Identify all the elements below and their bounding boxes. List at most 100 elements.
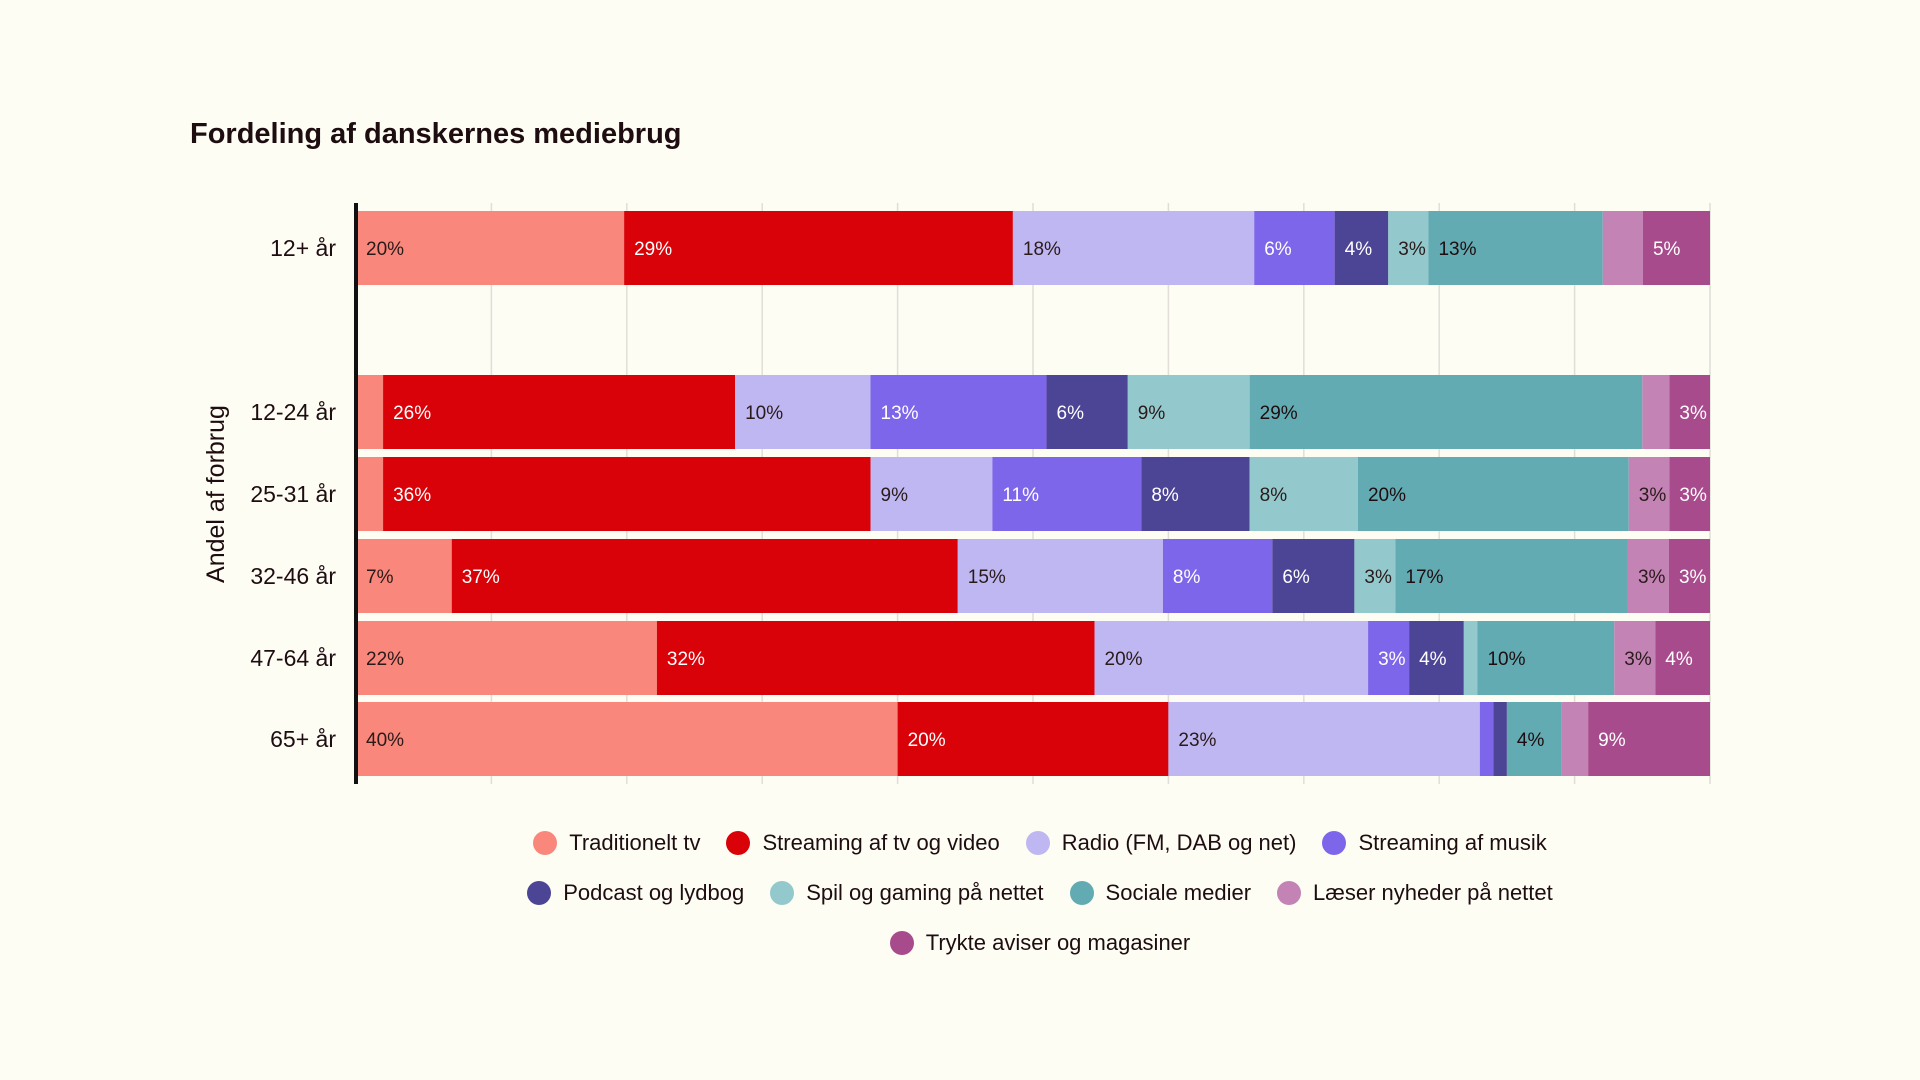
bar-segment [356,621,657,695]
data-label: 8% [1260,485,1288,506]
data-label: 3% [1638,567,1666,588]
bar-segment [383,375,736,449]
bar-segment [1506,702,1562,776]
bar-segment [1628,457,1670,531]
data-label: 9% [1598,730,1626,751]
bar-segment [1272,539,1355,613]
bar-segment [870,375,1047,449]
data-label: 18% [1023,239,1061,260]
legend-label: Traditionelt tv [569,830,701,855]
data-label: 9% [881,485,909,506]
data-label: 23% [1178,730,1216,751]
legend-item: Podcast og lydbog [527,880,744,906]
data-label: 3% [1624,649,1652,670]
bar-segment [1094,621,1369,695]
bar-segment [1668,539,1710,613]
bar-segment [356,702,898,776]
bar-segment [1428,211,1603,285]
chart-legend: Traditionelt tv Streaming af tv og video R… [300,830,1780,956]
bar-segment [356,539,452,613]
bar-segment [1493,702,1507,776]
data-label: 3% [1398,239,1426,260]
bar-segment [1588,702,1710,776]
bar-segment [870,457,993,531]
data-label: 13% [881,403,919,424]
bar-segment [356,457,384,531]
bar-segment [1046,375,1128,449]
category-label: 65+ år [270,726,336,752]
data-label: 11% [1002,485,1039,506]
bar-segment [1127,375,1250,449]
bar-segment [1162,539,1273,613]
bar-segment [1368,621,1410,695]
bar-segment [957,539,1163,613]
legend-item: Sociale medier [1069,880,1252,906]
bar-segment [1254,211,1335,285]
data-label: 3% [1679,567,1707,588]
bar-segment [897,702,1169,776]
data-label: 10% [745,403,783,424]
legend-label: Streaming af musik [1358,830,1547,855]
legend-swatch [527,881,552,905]
legend-label: Radio (FM, DAB og net) [1061,830,1297,855]
bar-segment [1357,457,1629,531]
category-label: 25-31 år [250,481,336,507]
data-label: 6% [1282,567,1310,588]
data-label: 15% [968,567,1006,588]
legend-item: Streaming af tv og video [726,830,1000,856]
data-label: 5% [1653,239,1681,260]
data-label: 6% [1264,239,1292,260]
category-label: 12-24 år [250,399,336,425]
data-label: 36% [393,485,431,506]
data-label: 3% [1639,485,1667,506]
bar-segment [1141,457,1250,531]
bar-segment [1669,375,1710,449]
data-label: 13% [1438,239,1476,260]
data-label: 3% [1679,485,1707,506]
legend-swatch [533,831,558,855]
data-label: 9% [1138,403,1166,424]
legend-label: Podcast og lydbog [563,880,745,905]
bar-segment [383,457,871,531]
chart-title: Fordeling af danskernes mediebrug [190,118,682,150]
data-label: 4% [1665,649,1693,670]
legend-label: Trykte aviser og magasiner [925,930,1191,955]
legend-label: Spil og gaming på nettet [806,880,1044,905]
legend-swatch [1069,881,1094,905]
bar-segment [1334,211,1389,285]
category-label: 12+ år [270,235,336,261]
legend-item: Trykte aviser og magasiner [889,930,1191,956]
category-label: 47-64 år [250,645,336,671]
data-label: 26% [393,403,431,424]
bar-segment [1409,621,1464,695]
data-label: 3% [1364,567,1392,588]
data-label: 40% [366,730,404,751]
bar-segment [1655,621,1710,695]
legend-item: Læser nyheder på nettet [1277,880,1553,906]
legend-item: Radio (FM, DAB og net) [1025,830,1297,856]
data-label: 4% [1419,649,1447,670]
category-label: 32-46 år [250,563,336,589]
bar-segment [1642,375,1670,449]
legend-item: Streaming af musik [1322,830,1547,856]
data-label: 32% [667,649,705,670]
bar-segment [1354,539,1396,613]
data-label: 3% [1679,403,1707,424]
data-label: 4% [1345,239,1373,260]
data-label: 20% [366,239,404,260]
legend-swatch [1322,831,1347,855]
bar-segment [1669,457,1710,531]
data-label: 4% [1517,730,1545,751]
data-label: 6% [1057,403,1085,424]
legend-swatch [1025,831,1050,855]
data-label: 20% [1105,649,1143,670]
bar-segment [356,375,384,449]
data-label: 29% [634,239,672,260]
legend-swatch [889,931,914,955]
bar-segment [624,211,1013,285]
bar-segment [735,375,871,449]
bar-segment [1168,702,1480,776]
legend-label: Sociale medier [1105,880,1252,905]
y-axis-title: Andel af forbrug [202,405,230,583]
